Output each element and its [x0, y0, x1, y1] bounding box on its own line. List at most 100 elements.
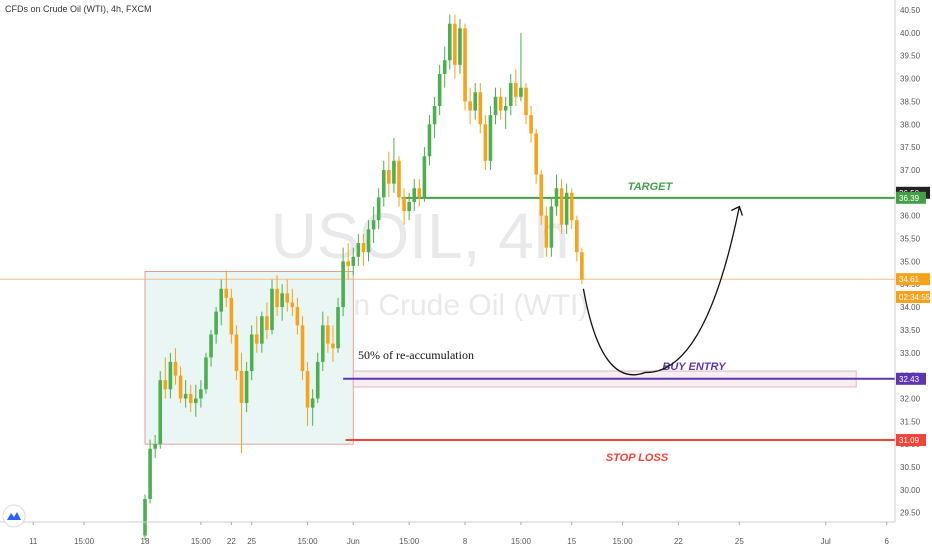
candle-up[interactable] — [422, 156, 427, 198]
candle-up[interactable] — [503, 105, 508, 111]
candle-down[interactable] — [163, 380, 168, 390]
candle-down[interactable] — [234, 334, 239, 372]
candle-up[interactable] — [376, 197, 381, 221]
candle-up[interactable] — [153, 444, 157, 449]
candle-up[interactable] — [381, 169, 386, 198]
candle-up[interactable] — [270, 288, 274, 330]
candle-up[interactable] — [366, 229, 371, 253]
candle-up[interactable] — [219, 288, 223, 312]
axis-level-tag-text: 36.39 — [899, 194, 920, 203]
candle-down[interactable] — [275, 288, 279, 308]
candle-up[interactable] — [280, 293, 284, 308]
y-tick-label: 30.00 — [900, 486, 921, 495]
candle-up[interactable] — [168, 361, 173, 390]
candle-down[interactable] — [483, 124, 488, 161]
candle-down[interactable] — [580, 252, 584, 280]
candle-down[interactable] — [575, 220, 579, 253]
candle-down[interactable] — [188, 393, 193, 404]
candle-down[interactable] — [559, 188, 564, 225]
candle-up[interactable] — [351, 256, 356, 266]
candle-down[interactable] — [285, 293, 290, 303]
tradingview-logo-icon — [7, 512, 21, 520]
candle-down[interactable] — [397, 160, 401, 198]
candle-down[interactable] — [539, 174, 544, 216]
candle-up[interactable] — [209, 334, 213, 358]
candle-up[interactable] — [519, 87, 523, 97]
candle-up[interactable] — [371, 220, 376, 230]
candle-down[interactable] — [265, 316, 269, 330]
candle-up[interactable] — [392, 160, 396, 184]
candle-down[interactable] — [361, 243, 366, 253]
candle-down[interactable] — [534, 133, 538, 175]
candle-up[interactable] — [336, 307, 340, 349]
candle-down[interactable] — [514, 83, 518, 97]
candle-down[interactable] — [569, 192, 574, 221]
candle-down[interactable] — [417, 188, 422, 198]
candle-up[interactable] — [437, 73, 442, 106]
y-tick-label: 37.00 — [900, 166, 921, 175]
candle-down[interactable] — [468, 101, 472, 111]
candle-up[interactable] — [493, 96, 498, 116]
projection-arrowhead — [731, 205, 743, 216]
candle-up[interactable] — [341, 261, 345, 308]
candle-up[interactable] — [549, 206, 554, 248]
candle-up[interactable] — [554, 188, 559, 207]
candle-down[interactable] — [402, 197, 406, 212]
candle-down[interactable] — [300, 325, 305, 372]
candle-up[interactable] — [488, 115, 493, 161]
candle-up[interactable] — [315, 361, 320, 399]
candle-down[interactable] — [173, 361, 178, 376]
candle-down[interactable] — [544, 215, 549, 248]
candle-up[interactable] — [310, 398, 315, 408]
candle-down[interactable] — [498, 96, 503, 111]
candle-up[interactable] — [427, 124, 432, 157]
candle-up[interactable] — [412, 188, 417, 202]
candle-up[interactable] — [249, 334, 254, 372]
candle-down[interactable] — [305, 371, 310, 408]
logo-button[interactable] — [2, 504, 26, 528]
candle-up[interactable] — [214, 311, 218, 335]
candle-up[interactable] — [148, 448, 152, 499]
candle-up[interactable] — [158, 380, 163, 445]
candle-up[interactable] — [508, 83, 513, 106]
axis-level-tag — [896, 434, 926, 447]
candle-down[interactable] — [239, 371, 244, 404]
accumulation-box — [144, 271, 354, 445]
candle-down[interactable] — [229, 297, 234, 335]
candle-up[interactable] — [356, 243, 361, 257]
candle-up[interactable] — [473, 92, 477, 111]
candle-up[interactable] — [407, 201, 411, 212]
candle-down[interactable] — [346, 261, 350, 266]
candle-down[interactable] — [463, 28, 467, 102]
candle-up[interactable] — [183, 393, 188, 399]
candle-up[interactable] — [204, 357, 208, 390]
candle-down[interactable] — [331, 343, 335, 349]
candle-up[interactable] — [194, 398, 198, 404]
candle-up[interactable] — [199, 389, 203, 399]
candle-down[interactable] — [326, 325, 330, 344]
candle-down[interactable] — [254, 334, 259, 344]
candle-down[interactable] — [178, 375, 183, 399]
candle-up[interactable] — [564, 192, 569, 225]
y-tick-label: 37.50 — [900, 143, 921, 152]
candle-down[interactable] — [387, 169, 391, 184]
axis-price-tag-text: 02:34:55 — [899, 293, 931, 302]
x-tick-label: 15 — [567, 537, 576, 546]
candle-down[interactable] — [529, 115, 533, 134]
candle-down[interactable] — [290, 302, 295, 308]
candle-down[interactable] — [524, 87, 528, 116]
candle-down[interactable] — [295, 307, 300, 326]
candle-up[interactable] — [432, 105, 437, 125]
candle-down[interactable] — [478, 92, 483, 125]
candle-up[interactable] — [260, 316, 264, 344]
candle-up[interactable] — [321, 325, 325, 362]
candle-up[interactable] — [458, 28, 462, 65]
chart-header: CFDs on Crude Oil (WTI), 4h, FXCM — [5, 4, 152, 14]
candle-up[interactable] — [244, 371, 249, 404]
candle-up[interactable] — [448, 23, 452, 61]
candle-up[interactable] — [442, 60, 447, 74]
candle-up[interactable] — [143, 498, 147, 536]
candle-down[interactable] — [224, 288, 229, 298]
candle-down[interactable] — [453, 23, 457, 65]
